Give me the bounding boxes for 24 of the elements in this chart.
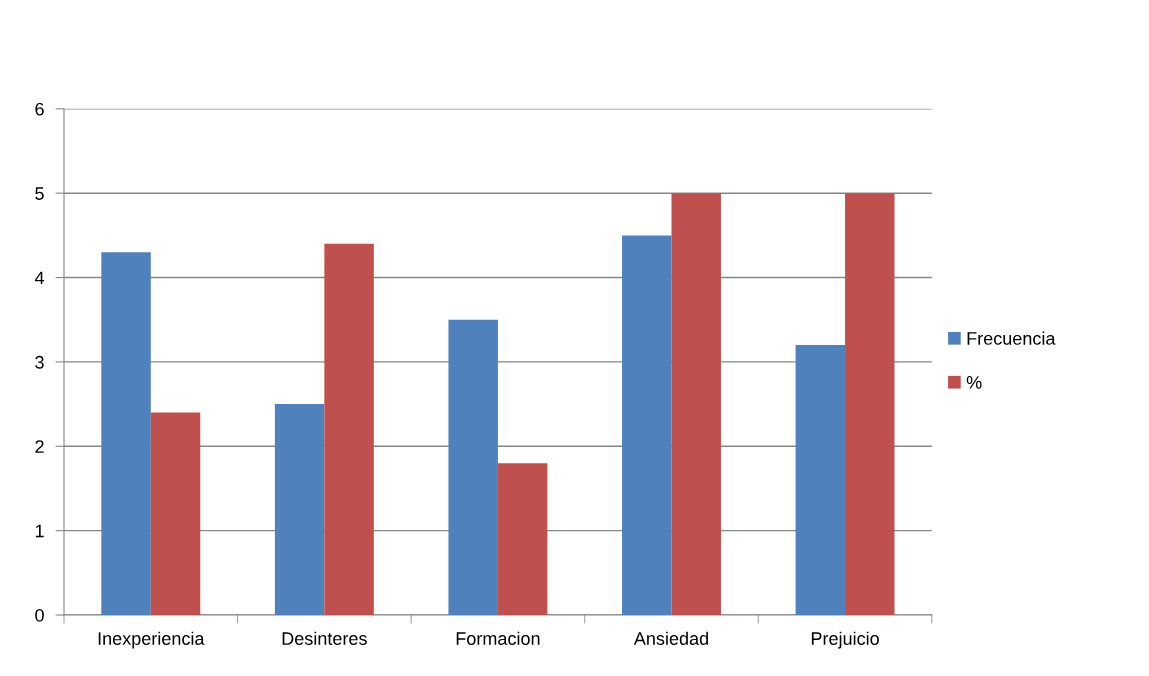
- x-tick-label: Desinteres: [282, 631, 367, 645]
- legend-label: %: [966, 376, 982, 389]
- bar: [324, 243, 374, 616]
- y-tick-label: 4: [34, 271, 45, 285]
- y-tick-label: 1: [35, 524, 44, 538]
- bar: [845, 193, 895, 616]
- x-tick-label: Formacion: [456, 631, 540, 645]
- y-tick-label: 5: [35, 187, 44, 200]
- y-tick-label: 3: [35, 355, 44, 369]
- legend-label: Frecuencia: [967, 331, 1056, 345]
- bar: [101, 252, 151, 616]
- bar: [671, 193, 721, 616]
- bar: [497, 463, 548, 616]
- y-tick-label: 0: [35, 608, 44, 622]
- bar: [150, 412, 201, 616]
- bar: [448, 319, 498, 616]
- y-tick-label: 2: [35, 440, 44, 453]
- x-tick-label: Ansiedad: [633, 631, 708, 645]
- bar: [622, 235, 672, 616]
- x-tick-label: Prejuicio: [811, 631, 879, 649]
- bar: [795, 345, 846, 616]
- bar: [274, 404, 325, 616]
- y-tick-label: 6: [35, 102, 44, 116]
- x-tick-label: Inexperiencia: [98, 631, 205, 649]
